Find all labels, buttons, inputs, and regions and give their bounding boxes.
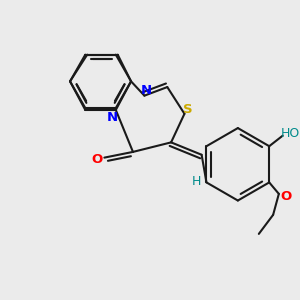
Text: H: H <box>192 175 202 188</box>
Text: S: S <box>182 103 192 116</box>
Text: N: N <box>141 84 152 98</box>
Text: N: N <box>106 111 118 124</box>
Text: O: O <box>91 153 102 166</box>
Text: O: O <box>281 190 292 203</box>
Text: HO: HO <box>281 127 300 140</box>
